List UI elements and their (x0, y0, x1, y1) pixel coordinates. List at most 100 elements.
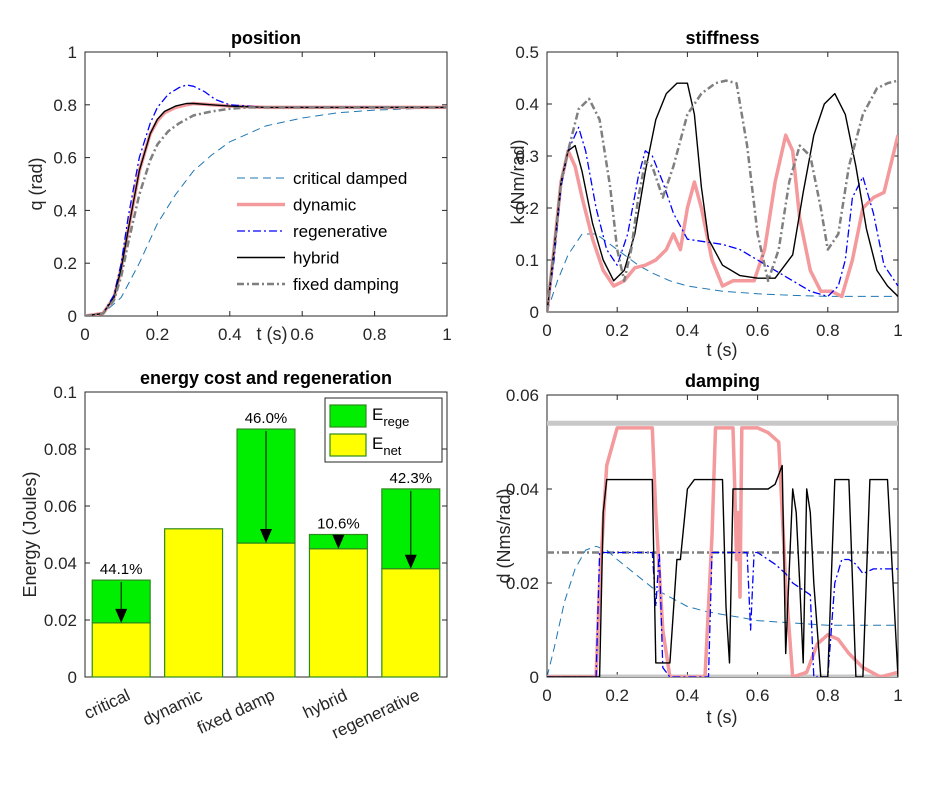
regen-percent-label: 46.0% (245, 410, 288, 427)
stiffness-plot-frame (546, 51, 899, 313)
stiffness-x-tick-label: 0.2 (605, 321, 629, 340)
position-x-tick-label: 0.2 (146, 325, 170, 344)
position-x-tick-label: 0.8 (363, 325, 387, 344)
stiffness-y-tick-label: 0.4 (515, 95, 539, 114)
damping-series-group (547, 420, 898, 677)
legend-label-critical: critical damped (293, 169, 407, 188)
stiffness-series-fixed (547, 79, 898, 312)
stiffness-x-tick-label: 0 (542, 321, 551, 340)
damping-axes: damping d (Nms/rad) 0 0.02 0.04 0.06 0 0.2 0.4 0.… (494, 371, 903, 727)
stiffness-series-regenerative (547, 126, 898, 312)
damping-plot-frame (546, 394, 899, 678)
damping-x-tick-label: 0 (542, 686, 551, 705)
category-label: fixed damp (194, 685, 277, 737)
stiffness-y-tick-label: 0.2 (515, 199, 539, 218)
legend-swatch-net (329, 433, 367, 457)
stiffness-y-tick-label: 0.1 (515, 251, 539, 270)
position-x-tick-label: 0.6 (290, 325, 314, 344)
damping-x-tick-label: 0.4 (676, 686, 700, 705)
energy-y-tick-label: 0.04 (44, 554, 77, 573)
stiffness-x-tick-label: 0.6 (746, 321, 770, 340)
position-plot-frame (84, 51, 448, 317)
bar-net-1 (164, 528, 224, 678)
stiffness-x-axis-label: t (s) (707, 340, 738, 360)
position-y-tick-label: 0.8 (53, 96, 77, 115)
stiffness-y-axis-label: k (Nm/rad) (508, 140, 528, 225)
position-x-axis-label: t (s) (257, 324, 288, 344)
bar-net-2 (236, 542, 296, 678)
legend-label-net: Enet (372, 434, 402, 458)
damping-y-tick-label: 0.06 (506, 386, 539, 405)
damping-x-tick-label: 1 (893, 686, 902, 705)
legend-label-rege: Erege (372, 405, 409, 429)
damping-series-hybrid (547, 464, 898, 677)
damping-series-regenerative (547, 551, 898, 677)
energy-axes: energy cost and regeneration Energy (Joul… (20, 368, 448, 687)
position-series-fixed (85, 106, 447, 316)
damping-y-tick-label: 0.02 (506, 574, 539, 593)
regen-percent-label: 42.3% (390, 470, 433, 487)
position-title: position (231, 28, 301, 48)
stiffness-y-tick-label: 0 (530, 303, 539, 322)
bar-net-0 (91, 622, 151, 678)
position-y-tick-label: 0.2 (53, 254, 77, 273)
stiffness-series-group (547, 79, 898, 312)
energy-y-tick-label: 0.02 (44, 611, 77, 630)
bar-net-4 (381, 568, 441, 678)
category-label: hybrid (300, 685, 350, 722)
damping-x-tick-label: 0.6 (746, 686, 770, 705)
stiffness-x-tick-label: 0.8 (816, 321, 840, 340)
legend-label-regenerative: regenerative (293, 222, 388, 241)
energy-y-tick-label: 0.1 (53, 383, 77, 402)
position-series-group (85, 84, 447, 316)
legend-label-fixed: fixed damping (293, 275, 399, 294)
regen-arrow-head (260, 529, 272, 544)
stiffness-x-tick-label: 1 (893, 321, 902, 340)
position-y-tick-label: 0.4 (53, 201, 77, 220)
position-x-tick-label: 1 (442, 325, 451, 344)
energy-y-axis-label: Energy (Joules) (20, 471, 40, 597)
position-axes: position q (rad) 0 0.2 0.4 0.6 0.8 1 0 0.2 0.4 0.6 0… (26, 28, 452, 344)
position-y-axis-label: q (rad) (26, 157, 46, 210)
stiffness-x-tick-label: 0.4 (676, 321, 700, 340)
stiffness-axes: stiffness k (Nm/rad) 0 0.1 0.2 0.3 0.4 0.5 0 0.2 0… (508, 28, 903, 360)
damping-x-tick-label: 0.2 (605, 686, 629, 705)
bar-net-3 (308, 548, 368, 678)
stiffness-y-tick-label: 0.3 (515, 147, 539, 166)
energy-y-tick-label: 0.08 (44, 440, 77, 459)
damping-x-tick-label: 0.8 (816, 686, 840, 705)
regen-arrow-head (332, 534, 345, 549)
damping-title: damping (685, 371, 760, 391)
damping-x-axis-label: t (s) (707, 707, 738, 727)
legend-swatch-rege (329, 404, 367, 428)
regen-arrow-head (115, 608, 128, 623)
energy-title: energy cost and regeneration (140, 368, 392, 388)
stiffness-series-dynamic (547, 133, 898, 312)
position-series-hybrid (85, 102, 447, 316)
position-x-tick-label: 0 (80, 325, 89, 344)
position-x-tick-label: 0.4 (218, 325, 242, 344)
regen-arrow-head (404, 554, 417, 569)
position-series-regenerative (85, 84, 447, 316)
category-label: critical (81, 685, 133, 723)
energy-y-tick-label: 0 (68, 668, 77, 687)
energy-legend: Erege Enet (324, 397, 443, 463)
regen-percent-label: 44.1% (100, 561, 143, 578)
legend-label-hybrid: hybrid (293, 249, 339, 268)
damping-y-tick-label: 0 (530, 668, 539, 687)
damping-y-tick-label: 0.04 (506, 480, 539, 499)
position-series-critical (85, 106, 447, 316)
damping-y-axis-label: d (Nms/rad) (494, 488, 514, 583)
position-y-tick-label: 0.6 (53, 149, 77, 168)
damping-series-dynamic (547, 426, 898, 677)
stiffness-title: stiffness (685, 28, 759, 48)
energy-y-tick-label: 0.06 (44, 497, 77, 516)
legend-label-dynamic: dynamic (293, 196, 357, 215)
stiffness-series-hybrid (547, 82, 898, 312)
position-y-tick-label: 0 (68, 307, 77, 326)
position-y-tick-label: 1 (68, 43, 77, 62)
regen-percent-label: 10.6% (317, 516, 360, 533)
position-legend: critical damped dynamic regenerative hybrid… (237, 169, 407, 294)
stiffness-y-tick-label: 0.5 (515, 43, 539, 62)
